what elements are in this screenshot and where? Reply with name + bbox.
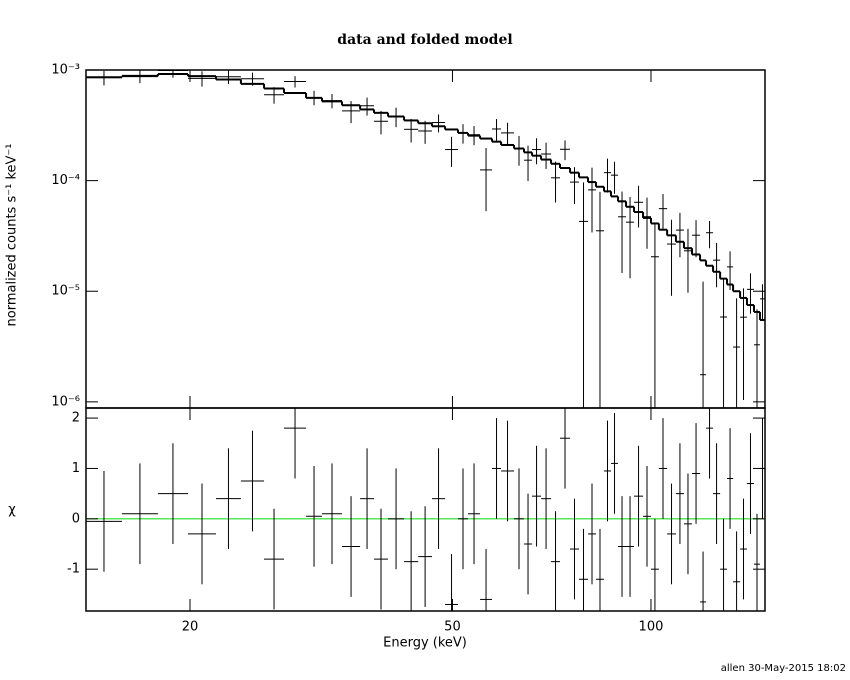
panel-frame	[85, 69, 766, 409]
panel-frame	[85, 407, 766, 612]
footer: allen 30-May-2015 18:02	[721, 663, 846, 674]
y-tick-label: 10⁻⁴	[51, 173, 80, 188]
y-tick-label: 1	[72, 461, 80, 476]
x-tick-label: 50	[444, 620, 461, 635]
y-axis-label: normalized counts s⁻¹ keV⁻¹	[5, 144, 20, 327]
y-tick-label: -1	[67, 562, 80, 577]
x-axis-label: Energy (keV)	[383, 636, 467, 651]
y-tick-label: 10⁻⁵	[51, 284, 80, 299]
x-tick-label: 100	[639, 620, 664, 635]
y-tick-label: 10⁻⁶	[51, 394, 80, 409]
y-tick-label: 10⁻³	[51, 63, 80, 78]
panel	[86, 70, 765, 408]
y-axis-label: χ	[8, 503, 16, 518]
y-tick-label: 2	[72, 411, 80, 426]
y-tick-label: 0	[72, 511, 80, 526]
x-tick-label: 20	[182, 620, 199, 635]
chart-title: data and folded model	[337, 32, 512, 48]
panel	[86, 408, 765, 611]
